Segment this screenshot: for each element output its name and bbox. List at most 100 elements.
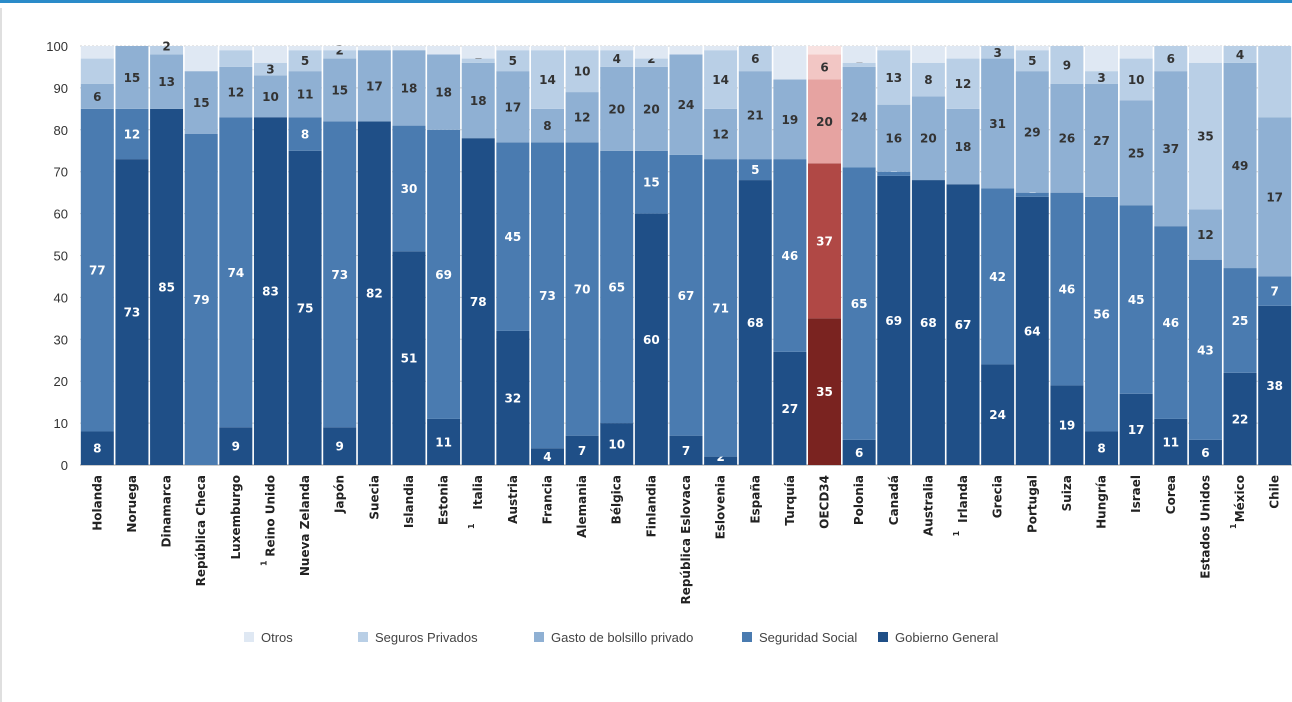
x-axis: Holanda Noruega Dinamarca República Checa Lu… xyxy=(90,475,1281,605)
data-label: 60 xyxy=(643,333,660,347)
data-label: 9 xyxy=(1063,58,1071,72)
bar-group-suiza: 19 46 26 9 xyxy=(1050,46,1084,465)
bar-group-islandia: 51 30 18 xyxy=(392,46,426,465)
x-tick-label: Reino Unido xyxy=(263,475,277,557)
bar-group-reino-unido: 83 10 3 xyxy=(253,46,287,465)
bar-segment-gasto-de-bolsillo-privado xyxy=(427,54,461,130)
data-label: 6 xyxy=(93,90,101,104)
bar-segment-seguridad-social xyxy=(1119,205,1153,394)
data-label: 5 xyxy=(301,54,309,68)
data-label: 2 xyxy=(162,39,170,53)
data-label: 8 xyxy=(924,73,932,87)
bar-segment-seguridad-social xyxy=(842,167,876,440)
bar-segment-seguros-privados xyxy=(253,62,287,76)
data-label: 15 xyxy=(331,83,348,97)
bar-segment-gasto-de-bolsillo-privado xyxy=(565,92,599,143)
bar-group-espana: 68 5 21 6 xyxy=(738,46,772,465)
bar-group-portugal: 641295 xyxy=(1015,46,1049,465)
x-tick-label: Bélgica xyxy=(610,475,624,524)
data-label: 8 xyxy=(543,119,551,133)
data-label: 20 xyxy=(816,115,833,129)
data-label: 18 xyxy=(955,140,972,154)
x-tick-label: Noruega xyxy=(125,475,139,533)
bar-group-belgica: 10 65 20 4 xyxy=(600,46,634,465)
y-tick-label: 100 xyxy=(46,39,68,54)
bar-segment-seguros-privados xyxy=(877,50,911,105)
y-tick-label: 90 xyxy=(54,81,68,96)
bar-segment-seguridad-social xyxy=(1015,192,1049,197)
data-label: 16 xyxy=(885,132,902,146)
bar-segment-gasto-de-bolsillo-privado xyxy=(288,71,322,118)
y-tick-label: 70 xyxy=(54,165,68,180)
bar-segment-seguros-privados xyxy=(1154,46,1188,72)
bar-segment-seguros-privados xyxy=(288,50,322,72)
data-label: 75 xyxy=(297,301,314,315)
bar-segment-gasto-de-bolsillo-privado xyxy=(1223,62,1257,269)
bar-segment-seguridad-social xyxy=(1050,192,1084,386)
data-label: 79 xyxy=(193,293,210,307)
data-label: 14 xyxy=(712,73,729,87)
bar-segment-seguridad-social xyxy=(184,133,218,466)
bar-segment-gasto-de-bolsillo-privado xyxy=(1085,83,1119,197)
x-tick-label: Finlandia xyxy=(644,475,658,537)
bar-segment-gobierno-general xyxy=(911,180,945,465)
bar-segment-seguros-privados xyxy=(634,58,668,67)
bar-segment-otros xyxy=(808,46,842,55)
data-label: 74 xyxy=(227,266,244,280)
bar-segment-seguros-privados xyxy=(565,50,599,93)
bar-segment-otros xyxy=(184,46,218,72)
bar-segment-gasto-de-bolsillo-privado xyxy=(877,104,911,172)
bar-group-japon: 9 73 15 2 xyxy=(323,44,357,465)
bar-segment-gobierno-general xyxy=(600,423,634,465)
data-label: 10 xyxy=(262,90,279,104)
data-label: 6 xyxy=(1201,446,1209,460)
bar-group-corea: 11 46 37 6 xyxy=(1154,46,1188,465)
data-label: 24 xyxy=(989,408,1006,422)
data-label: 46 xyxy=(1162,316,1179,330)
bar-segment-seguridad-social xyxy=(877,171,911,176)
bar-segment-gobierno-general xyxy=(634,213,668,465)
data-label: 26 xyxy=(1059,132,1076,146)
data-label: 32 xyxy=(505,391,522,405)
bar-segment-seguros-privados xyxy=(496,50,530,72)
bar-segment-otros xyxy=(1119,46,1153,59)
bar-segment-seguros-privados xyxy=(808,54,842,80)
bar-segment-otros xyxy=(496,46,530,51)
bar-segment-gobierno-general xyxy=(1119,393,1153,465)
data-label: 22 xyxy=(1232,412,1249,426)
bar-segment-gasto-de-bolsillo-privado xyxy=(1188,209,1222,260)
data-label: 11 xyxy=(435,435,452,449)
bar-segment-gasto-de-bolsillo-privado xyxy=(1119,100,1153,206)
bar-group-italia: 78181 xyxy=(461,46,495,465)
bar-segment-seguros-privados xyxy=(1188,62,1222,210)
x-tick-label: España xyxy=(748,475,762,524)
x-tick-label: Eslovenia xyxy=(714,475,728,539)
x-tick-label: Israel xyxy=(1129,475,1143,513)
bar-group-eslovenia: 2 71 12 14 xyxy=(704,46,738,465)
x-tick-label: Dinamarca xyxy=(160,475,174,547)
data-label: 8 xyxy=(301,127,309,141)
bar-group-holanda: 8 77 6 xyxy=(80,46,114,465)
bar-segment-gasto-de-bolsillo-privado xyxy=(461,62,495,139)
bar-group-israel: 17 45 25 10 xyxy=(1119,46,1153,465)
bar-segment-seguridad-social xyxy=(1154,226,1188,419)
bar-segment-gasto-de-bolsillo-privado xyxy=(80,83,114,109)
data-label: 43 xyxy=(1197,343,1214,357)
bar-group-republica-checa: 79150 xyxy=(184,46,218,466)
bar-segment-gasto-de-bolsillo-privado xyxy=(1154,71,1188,227)
bar-segment-otros xyxy=(253,46,287,63)
data-label: 14 xyxy=(539,73,556,87)
data-label: 67 xyxy=(955,318,972,332)
bar-segment-gobierno-general xyxy=(808,318,842,465)
bar-group-oecd34: 35 37 20 6 xyxy=(808,46,842,465)
data-label: 2 xyxy=(647,52,655,66)
bar-segment-seguridad-social xyxy=(773,159,807,352)
y-tick-label: 80 xyxy=(54,123,68,138)
data-label: 64 xyxy=(1024,324,1041,338)
x-tick-label: República Eslovaca xyxy=(679,475,693,605)
data-label: 24 xyxy=(851,111,868,125)
data-label: 20 xyxy=(608,102,625,116)
x-tick-label: Hungría xyxy=(1095,475,1109,529)
bar-segment-gasto-de-bolsillo-privado xyxy=(115,46,149,109)
